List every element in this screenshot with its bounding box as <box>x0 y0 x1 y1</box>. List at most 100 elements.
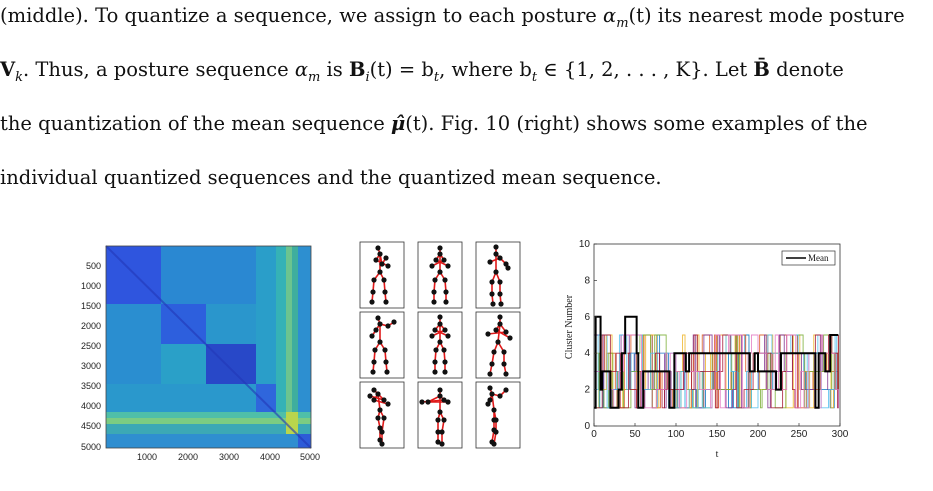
y-tick-label: 2000 <box>81 321 101 331</box>
skeleton-joint <box>375 245 381 251</box>
text-run: (middle). To quantize a sequence, we ass… <box>0 4 604 27</box>
posture-panel <box>359 311 405 379</box>
individual-sequences <box>594 334 839 409</box>
y-tick-label: 8 <box>584 275 590 286</box>
skeleton-joint <box>491 441 497 447</box>
skeleton-joint <box>383 255 389 261</box>
skeleton-joint <box>493 251 499 257</box>
subscript: t <box>433 69 440 85</box>
x-tick-label: 200 <box>750 429 767 440</box>
paragraph-line-2: Vk. Thus, a posture sequence αm is Bi(t)… <box>0 58 933 90</box>
skeleton-joint <box>382 289 388 295</box>
y-axis-label: Cluster Number <box>564 294 575 359</box>
posture-panels <box>359 241 521 449</box>
skeleton-joint <box>373 257 379 263</box>
skeleton-joint <box>498 301 504 307</box>
skeleton-joint <box>487 397 493 403</box>
similarity-heatmap-figure: 500 1000 1500 2000 2500 3000 3500 4000 4… <box>81 245 320 462</box>
skeleton-joint <box>442 327 448 333</box>
skeleton-joint <box>493 244 499 250</box>
skeleton-joint <box>442 277 448 283</box>
skeleton-joint <box>435 417 441 423</box>
skeleton-joint <box>437 321 443 327</box>
skeleton-joint <box>485 331 491 337</box>
skeleton-joint <box>435 429 441 435</box>
skeleton-joint <box>437 314 443 320</box>
posture-panel <box>475 311 521 379</box>
legend-label-mean: Mean <box>808 253 829 263</box>
skeleton-joint <box>432 359 438 365</box>
skeleton-joint <box>442 359 448 365</box>
skeleton-joint <box>433 347 439 353</box>
skeleton-joint <box>377 425 383 431</box>
skeleton-joint <box>503 371 509 377</box>
x-tick-label: 4000 <box>260 452 280 462</box>
alpha-symbol: α <box>294 58 308 81</box>
skeleton-joint <box>377 407 383 413</box>
y-tick-label: 10 <box>579 239 591 250</box>
y-tick-label: 2500 <box>81 341 101 351</box>
y-tick-label: 5000 <box>81 442 101 452</box>
skeleton-joint <box>379 441 385 447</box>
skeleton-joint <box>445 399 451 405</box>
x-tick-label: 5000 <box>300 452 320 462</box>
skeleton-joint <box>439 441 445 447</box>
skeleton-joint <box>491 407 497 413</box>
posture-panel <box>475 241 521 309</box>
skeleton-joint <box>367 393 373 399</box>
heatmap-matrix <box>105 245 312 449</box>
skeleton-joint <box>490 301 496 307</box>
posture-frame <box>475 381 521 449</box>
y-tick-label: 3000 <box>81 361 101 371</box>
text-run: (t) <box>628 4 652 27</box>
text-run: denote <box>769 58 844 81</box>
skeleton-bone <box>495 329 511 339</box>
skeleton-joint <box>425 399 431 405</box>
text-run: is <box>320 58 349 81</box>
x-axis-label: t <box>716 449 719 460</box>
skeleton-joint <box>372 347 378 353</box>
skeleton-joint <box>377 251 383 257</box>
heatmap-x-ticks: 1000 2000 3000 4000 5000 <box>137 452 320 462</box>
y-tick-label: 1500 <box>81 301 101 311</box>
paragraph-line-1: (middle). To quantize a sequence, we ass… <box>0 4 933 36</box>
skeleton-joint <box>503 261 509 267</box>
skeleton-joint <box>383 359 389 365</box>
y-tick-label: 6 <box>584 312 590 323</box>
skeleton-joint <box>505 265 511 271</box>
skeleton-joint <box>489 361 495 367</box>
x-tick-label: 300 <box>832 429 849 440</box>
skeleton-joint <box>369 333 375 339</box>
skeleton-joint <box>441 417 447 423</box>
subscript: t <box>531 69 538 85</box>
text-run: its nearest mode posture <box>651 4 905 27</box>
skeleton-joint <box>385 263 391 269</box>
subscript: m <box>307 69 321 85</box>
skeleton-joint <box>437 387 443 393</box>
y-tick-label: 500 <box>86 261 101 271</box>
subscript: i <box>365 69 370 85</box>
skeleton-joint <box>435 439 441 445</box>
skeleton-joint <box>381 277 387 283</box>
skeleton-joint <box>442 369 448 375</box>
posture-panel <box>417 381 463 449</box>
skeleton-joint <box>369 299 375 305</box>
skeleton-joint <box>445 263 451 269</box>
skeleton-joint <box>489 391 495 397</box>
skeleton-joint <box>375 391 381 397</box>
mean-sequence <box>594 315 839 409</box>
skeleton-joint <box>371 397 377 403</box>
posture-panel <box>359 381 405 449</box>
paragraph-line-3: the quantization of the mean sequence μ̂… <box>0 112 933 136</box>
skeleton-joint <box>437 269 443 275</box>
skeleton-joint <box>441 347 447 353</box>
skeleton-joint <box>485 401 491 407</box>
heatmap-y-ticks: 500 1000 1500 2000 2500 3000 3500 4000 4… <box>81 261 101 452</box>
skeleton-joint <box>373 327 379 333</box>
skeleton-joint <box>431 299 437 305</box>
skeleton-joint <box>432 327 438 333</box>
symbol-mu-hat: μ̂ <box>390 112 406 135</box>
skeleton-joint <box>383 299 389 305</box>
skeleton-joint <box>437 251 443 257</box>
skeleton-joint <box>501 349 507 355</box>
